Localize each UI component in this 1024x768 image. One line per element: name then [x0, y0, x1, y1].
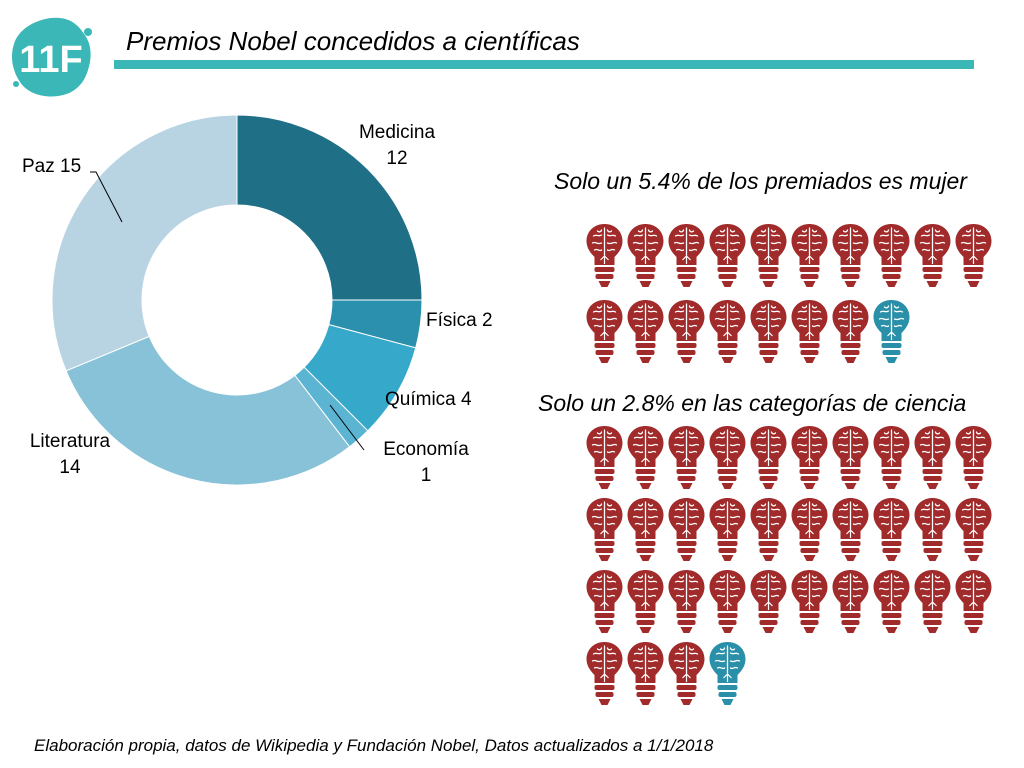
brain-bulb-icon-men [668, 426, 705, 489]
brain-bulb-icon-men [627, 224, 664, 287]
brain-bulb-icon-men [586, 498, 623, 561]
bulb-pictogram-science [584, 424, 994, 712]
brain-bulb-icon-men [791, 570, 828, 633]
bulb-pictogram-all [584, 222, 994, 374]
brain-bulb-icon-men [668, 498, 705, 561]
brain-bulb-icon-men [955, 426, 992, 489]
bulb-row [584, 640, 994, 712]
brain-bulb-icon-men [709, 570, 746, 633]
brain-bulb-icon-men [750, 426, 787, 489]
data-label-paz: Paz 15 [22, 156, 81, 177]
brain-bulb-icon-men [586, 570, 623, 633]
brain-bulb-icon-men [955, 498, 992, 561]
donut-chart: Medicina 12 Física 2 Química 4 Economía 1 Lite… [22, 114, 493, 486]
brain-bulb-icon-men [873, 570, 910, 633]
brain-bulb-icon-men [791, 224, 828, 287]
brain-bulb-icon-men [873, 426, 910, 489]
brain-bulb-icon-men [914, 224, 951, 287]
brain-bulb-icon-men [668, 300, 705, 363]
bulb-row [584, 424, 994, 496]
brain-bulb-icon-men [955, 224, 992, 287]
brain-bulb-icon-men [586, 426, 623, 489]
brain-bulb-icon-women [873, 300, 910, 363]
brain-bulb-icon-men [791, 498, 828, 561]
brain-bulb-icon-men [832, 224, 869, 287]
brain-bulb-icon-men [832, 498, 869, 561]
brain-bulb-icon-men [627, 570, 664, 633]
brain-bulb-icon-men [586, 224, 623, 287]
data-label-literatura: Literatura 14 [30, 431, 111, 478]
brain-bulb-icon-men [914, 426, 951, 489]
brain-bulb-icon-men [668, 570, 705, 633]
brain-bulb-icon-men [709, 498, 746, 561]
brain-bulb-icon-men [914, 498, 951, 561]
leader-line-paz [90, 171, 123, 223]
brain-bulb-icon-men [627, 426, 664, 489]
data-label-economía: Economía 1 [383, 439, 469, 486]
brain-bulb-icon-men [627, 498, 664, 561]
source-footer: Elaboración propia, datos de Wikipedia y… [34, 736, 714, 755]
brain-bulb-icon-men [586, 300, 623, 363]
brain-bulb-icon-men [873, 224, 910, 287]
leader-line-economía [329, 404, 365, 451]
brain-bulb-icon-women [709, 642, 746, 705]
brain-bulb-icon-men [955, 570, 992, 633]
brain-bulb-icon-men [750, 300, 787, 363]
title-underline [114, 60, 974, 69]
brain-bulb-icon-men [627, 300, 664, 363]
brain-bulb-icon-men [750, 224, 787, 287]
brain-bulb-icon-men [668, 224, 705, 287]
brain-bulb-icon-men [668, 642, 705, 705]
brain-bulb-icon-men [709, 300, 746, 363]
brain-bulb-icon-men [873, 498, 910, 561]
bulb-row [584, 298, 994, 374]
brain-bulb-icon-men [832, 426, 869, 489]
brain-bulb-icon-men [750, 570, 787, 633]
brain-bulb-icon-men [832, 300, 869, 363]
bulb-row [584, 496, 994, 568]
donut-slice-paz [51, 114, 238, 372]
brain-bulb-icon-men [832, 570, 869, 633]
logo-11f-icon: 11F [12, 17, 92, 97]
stat-women-laureates: Solo un 5.4% de los premiados es mujer [554, 168, 967, 194]
page-title: Premios Nobel concedidos a científicas [126, 26, 580, 56]
brain-bulb-icon-men [791, 300, 828, 363]
data-label-física: Física 2 [426, 310, 493, 331]
brain-bulb-icon-men [709, 426, 746, 489]
brain-bulb-icon-men [791, 426, 828, 489]
brain-bulb-icon-men [586, 642, 623, 705]
donut-slice-literatura [65, 335, 351, 486]
brain-bulb-icon-men [709, 224, 746, 287]
brain-bulb-icon-men [914, 570, 951, 633]
bulb-row [584, 222, 994, 298]
brain-bulb-icon-men [627, 642, 664, 705]
stat-women-science: Solo un 2.8% en las categorías de cienci… [538, 390, 967, 416]
donut-slice-medicina [236, 114, 423, 301]
data-label-química: Química 4 [385, 389, 472, 410]
data-label-medicina: Medicina 12 [359, 122, 435, 169]
brain-bulb-icon-men [750, 498, 787, 561]
logo-text: 11F [19, 39, 82, 81]
bulb-row [584, 568, 994, 640]
